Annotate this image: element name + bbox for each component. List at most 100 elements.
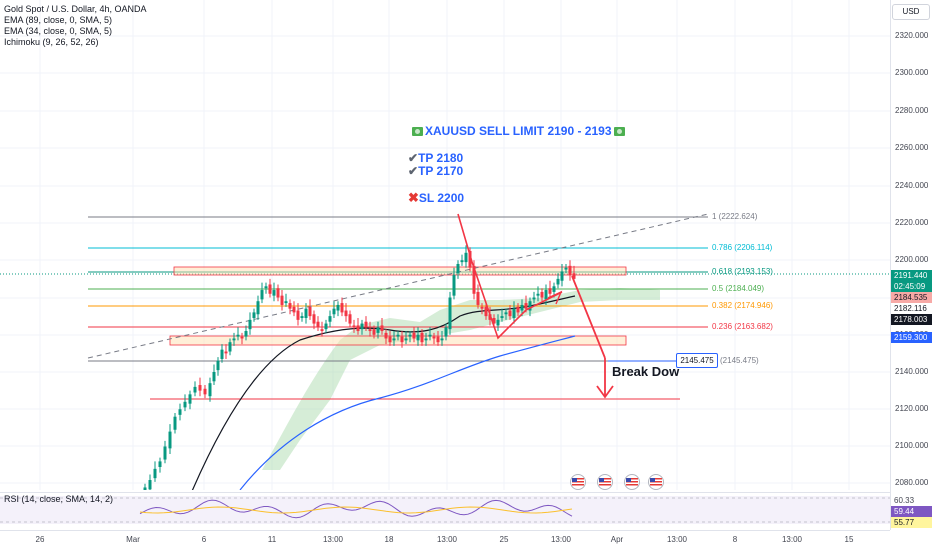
candle-body xyxy=(183,401,187,408)
legend-ichimoku[interactable]: Ichimoku (9, 26, 52, 26) xyxy=(4,37,99,47)
candle-body xyxy=(568,265,572,276)
candle-body xyxy=(396,334,400,337)
rsi-legend[interactable]: RSI (14, close, SMA, 14, 2) xyxy=(4,494,114,504)
candle-body xyxy=(228,342,232,352)
candle-body xyxy=(376,327,380,333)
candle-body xyxy=(448,297,452,330)
price-chart[interactable] xyxy=(0,0,890,521)
price-tag: 2184.535 xyxy=(891,292,932,303)
candle-body xyxy=(178,409,182,415)
candle-body xyxy=(564,267,568,270)
candle-body xyxy=(252,312,256,318)
candle-body xyxy=(312,314,316,324)
price-tick-label: 2260.000 xyxy=(895,143,929,152)
arrow-head xyxy=(547,290,563,305)
legend-ema-89[interactable]: EMA (89, close, 0, SMA, 5) xyxy=(4,15,113,25)
rsi-value-tag: 60.33 xyxy=(891,495,932,506)
price-tag: 2182.116 xyxy=(891,303,932,314)
price-tick-label: 2140.000 xyxy=(895,367,929,376)
candle-body xyxy=(168,431,172,449)
candle-body xyxy=(344,310,348,317)
candle-body xyxy=(452,275,456,296)
candle-body xyxy=(472,265,476,294)
candle-body xyxy=(572,273,576,279)
candle-body xyxy=(540,291,544,298)
cross-icon: ✖ xyxy=(408,190,419,205)
candle-body xyxy=(444,327,448,337)
legend-ema-34[interactable]: EMA (34, close, 0, SMA, 5) xyxy=(4,26,113,36)
rsi-sma-line xyxy=(139,506,573,514)
us-flag-event-icon[interactable] xyxy=(597,474,613,490)
candle-body xyxy=(512,308,516,318)
candle-body xyxy=(304,308,308,318)
candle-body xyxy=(236,334,240,337)
candle-body xyxy=(240,336,244,339)
candle-body xyxy=(388,336,392,343)
chart-canvas[interactable] xyxy=(0,0,890,521)
candle-body xyxy=(203,388,207,395)
indicator-legend: Gold Spot / U.S. Dollar, 4h, OANDA EMA (… xyxy=(4,4,147,48)
candle-body xyxy=(428,334,432,337)
price-target-label: (2145.475) xyxy=(720,356,759,365)
candle-body xyxy=(348,314,352,324)
us-flag-event-icon[interactable] xyxy=(648,474,664,490)
candle-body xyxy=(524,303,528,309)
candle-body xyxy=(560,271,564,281)
candle-body xyxy=(173,416,177,430)
candle-body xyxy=(224,351,228,354)
price-tick-label: 2100.000 xyxy=(895,441,929,450)
price-axis[interactable]: 2320.000 2300.000 2280.000 2260.000 2240.000… xyxy=(890,0,932,530)
currency-button[interactable]: USD xyxy=(892,4,930,20)
time-tick-label: 18 xyxy=(384,535,394,544)
money-icon xyxy=(412,127,423,137)
candle-body xyxy=(208,383,212,397)
time-tick-label: Apr xyxy=(610,535,624,544)
candle-body xyxy=(296,310,300,320)
candle-body xyxy=(328,316,332,322)
candle-body xyxy=(476,291,480,305)
price-tick-label: 2080.000 xyxy=(895,478,929,487)
candle-body xyxy=(244,331,248,337)
price-tick-label: 2320.000 xyxy=(895,31,929,40)
price-tick-label: 2240.000 xyxy=(895,181,929,190)
candle-body xyxy=(544,290,548,300)
rsi-chart xyxy=(0,496,890,524)
time-tick-label: 13:00 xyxy=(550,535,572,544)
time-tick-label: 6 xyxy=(201,535,207,544)
rsi-value-tag: 55.77 xyxy=(891,517,932,528)
price-target-box[interactable]: 2145.475 xyxy=(676,353,718,368)
fib-level-label: 0.236 (2163.682) xyxy=(712,322,773,331)
price-tick-label: 2220.000 xyxy=(895,218,929,227)
time-tick-label: 13:00 xyxy=(322,535,344,544)
candle-body xyxy=(248,319,252,330)
candle-body xyxy=(436,336,440,343)
tp1-annotation: ✔TP 2180 xyxy=(408,151,464,165)
candle-body xyxy=(468,250,472,268)
check-icon: ✔ xyxy=(408,151,419,165)
tp2-annotation: ✔TP 2170 xyxy=(408,164,464,178)
candle-body xyxy=(272,290,276,296)
price-tag: 2191.440 xyxy=(891,270,932,281)
symbol-title[interactable]: Gold Spot / U.S. Dollar, 4h, OANDA xyxy=(4,4,147,14)
time-axis[interactable]: 26 Mar 6 11 13:00 18 13:00 25 13:00 Apr 13:00 8 13:0… xyxy=(0,530,890,551)
rsi-pane[interactable] xyxy=(0,492,890,531)
zigzag-path xyxy=(457,213,563,340)
trade-setup-title: XAUUSD SELL LIMIT 2190 - 2193 xyxy=(410,124,627,138)
price-tag: 2178.003 xyxy=(891,314,932,325)
forecast-arrow xyxy=(571,275,606,359)
time-tick-label: 25 xyxy=(499,535,509,544)
candle-body xyxy=(364,321,368,328)
candle-body xyxy=(332,308,336,315)
resistance-zone xyxy=(173,266,627,276)
rsi-value-tag: 59.44 xyxy=(891,506,932,517)
sl-annotation: ✖SL 2200 xyxy=(408,190,465,205)
us-flag-event-icon[interactable] xyxy=(624,474,640,490)
candle-body xyxy=(528,301,532,311)
candle-body xyxy=(336,304,340,311)
candle-body xyxy=(536,293,540,296)
candle-body xyxy=(368,329,372,332)
rsi-line xyxy=(139,499,573,519)
us-flag-event-icon[interactable] xyxy=(570,474,586,490)
candle-body xyxy=(256,301,260,315)
candle-body xyxy=(516,306,520,313)
